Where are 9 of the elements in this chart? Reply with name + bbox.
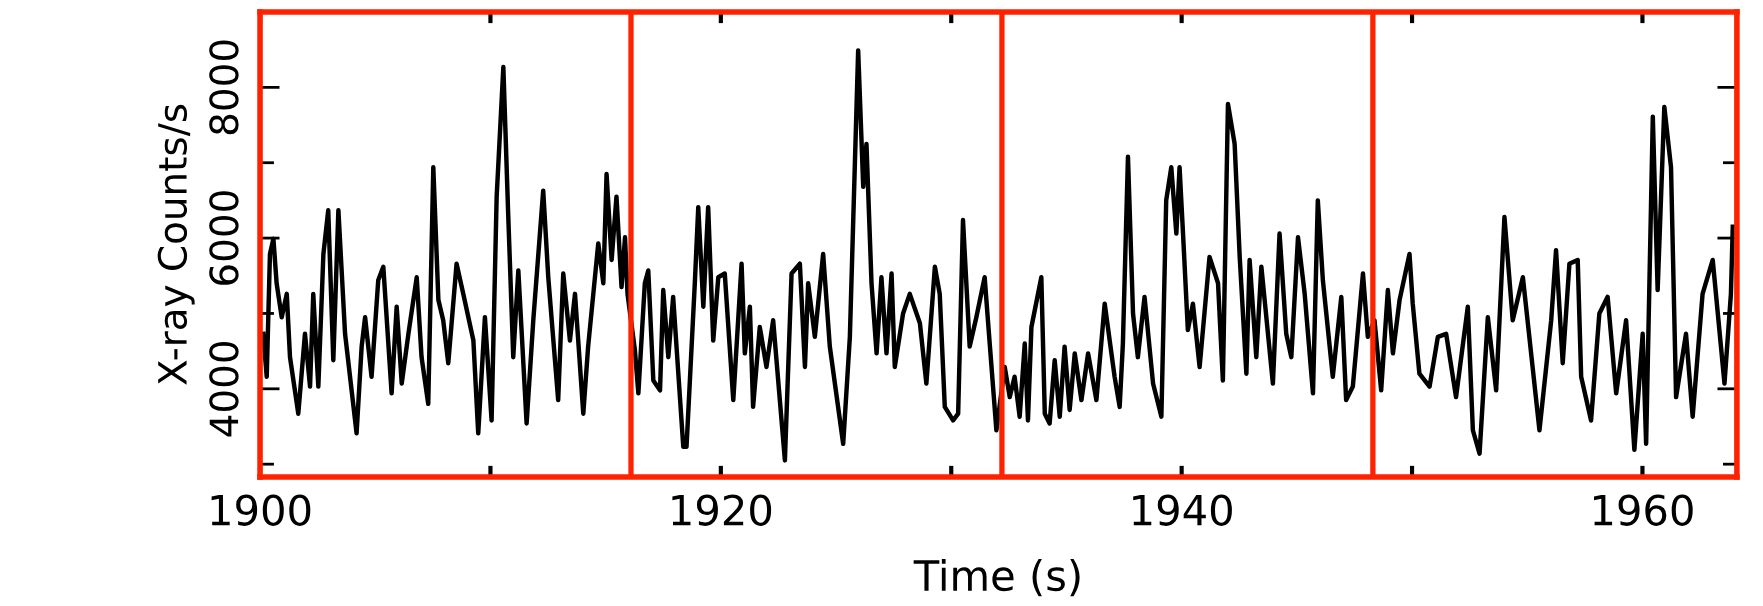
x-axis-title: Time (s) — [913, 558, 1080, 597]
y-axis-title: X-ray Counts/s — [157, 104, 195, 385]
x-tick-label: 1900 — [211, 494, 311, 526]
y-tick-label: 6000 — [209, 191, 239, 285]
x-tick-label: 1940 — [1133, 494, 1232, 526]
x-tick-label: 1920 — [672, 494, 772, 526]
x-tick-label: 1960 — [1594, 494, 1693, 526]
y-tick-label: 4000 — [209, 341, 239, 437]
y-tick-label: 8000 — [209, 40, 239, 135]
